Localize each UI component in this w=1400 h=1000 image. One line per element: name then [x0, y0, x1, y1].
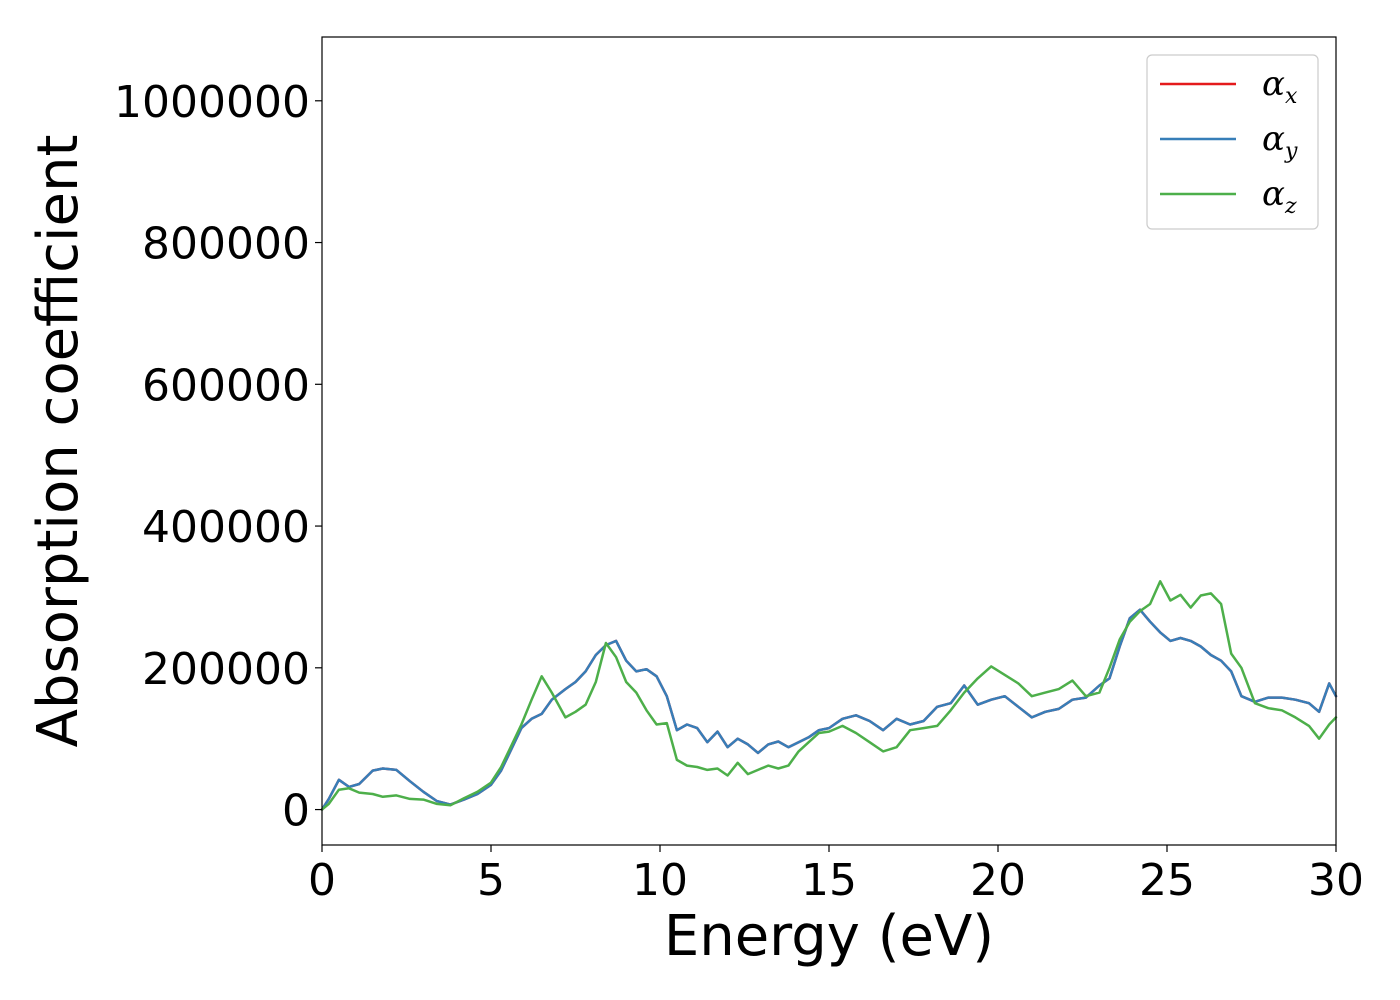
y-tick-label: 200000 [142, 644, 310, 695]
y-tick-label: 1000000 [114, 77, 310, 128]
x-tick-label: 0 [308, 855, 336, 906]
legend-box [1146, 54, 1319, 230]
x-tick-label: 10 [632, 855, 688, 906]
x-axis-ticks: 0 5 10 15 20 25 30 [308, 845, 1364, 906]
series-line-y [320, 608, 1338, 811]
x-tick-label: 30 [1308, 855, 1364, 906]
series-line-z [320, 580, 1338, 811]
x-tick-label: 5 [477, 855, 505, 906]
y-tick-label: 0 [282, 786, 310, 837]
legend: αx αy αz [1146, 54, 1319, 230]
series-layer [320, 580, 1338, 811]
y-axis-title: Absorption coefficient [26, 135, 91, 748]
legend-label-x: αx [1262, 64, 1298, 109]
x-tick-label: 15 [801, 855, 857, 906]
legend-label-y: αy [1262, 119, 1298, 164]
legend-label-z: αz [1262, 174, 1297, 219]
y-tick-label: 600000 [142, 360, 310, 411]
x-tick-label: 25 [1139, 855, 1195, 906]
x-tick-label: 20 [970, 855, 1026, 906]
legend-items: αx αy αz [1160, 64, 1298, 219]
x-axis-title: Energy (eV) [664, 904, 994, 969]
y-axis-ticks: 0 200000 400000 600000 800000 1000000 [114, 77, 322, 837]
y-tick-label: 400000 [142, 502, 310, 553]
y-tick-label: 800000 [142, 219, 310, 270]
